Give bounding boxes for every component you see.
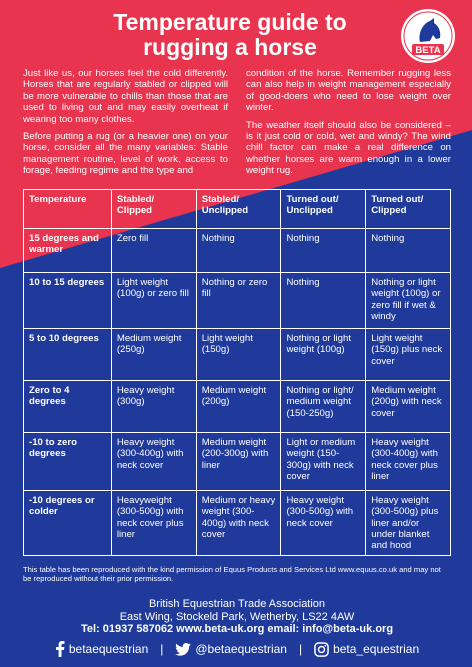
column-header: Stabled/ Clipped [110, 189, 197, 229]
temperature-cell: 5 to 10 degrees [23, 328, 112, 381]
temperature-cell: 15 degrees and warmer [23, 228, 112, 273]
rug-recommendation-cell: Nothing or light weight (100g) [280, 328, 367, 381]
column-header: Turned out/ Clipped [365, 189, 451, 229]
rug-recommendation-cell: Medium weight (200g) with neck cover [365, 380, 451, 433]
column-header: Turned out/ Unclipped [280, 189, 367, 229]
table-row: 10 to 15 degrees Light weight (100g) or z… [23, 272, 451, 329]
table-row: -10 to zero degrees Heavy weight (300-400… [23, 432, 451, 491]
rug-recommendation-cell: Medium or heavy weight (300-400g) with n… [195, 489, 282, 557]
intro-text: Just like us, our horses feel the cold d… [23, 68, 451, 183]
rug-recommendation-cell: Nothing or light weight (100g) or zero f… [365, 272, 451, 329]
intro-paragraph: Just like us, our horses feel the cold d… [23, 68, 228, 125]
temperature-cell: -10 degrees or colder [23, 489, 112, 557]
facebook-icon [55, 641, 65, 657]
intro-left-column: Just like us, our horses feel the cold d… [23, 68, 228, 183]
intro-paragraph: Before putting a rug (or a heavier one) … [23, 131, 228, 177]
street-address: East Wing, Stockeld Park, Wetherby, LS22… [119, 610, 355, 623]
column-header: Temperature [23, 189, 112, 229]
separator: | [160, 642, 164, 656]
title-line-1: Temperature guide to [113, 9, 347, 35]
rug-recommendation-cell: Light or medium weight (150-300g) with n… [280, 432, 367, 491]
rugging-guide-table: Temperature Stabled/ Clipped Stabled/ Uncl… [23, 189, 451, 557]
temperature-cell: -10 to zero degrees [23, 432, 112, 491]
rug-recommendation-cell: Heavy weight (300-400g) with neck cover … [365, 432, 451, 491]
rug-recommendation-cell: Heavy weight (300-400g) with neck cover [110, 432, 197, 491]
rug-recommendation-cell: Nothing [280, 228, 367, 273]
social-links: betaequestrian | @betaequestrian | beta_… [23, 641, 451, 657]
title-line-2: rugging a horse [143, 34, 317, 60]
intro-paragraph: The weather itself should also be consid… [246, 119, 451, 177]
separator: | [298, 642, 303, 656]
facebook-handle: betaequestrian [68, 642, 149, 656]
table-row: 5 to 10 degrees Medium weight (250g) Light… [23, 328, 451, 381]
twitter-handle: @betaequestrian [195, 642, 287, 656]
rug-recommendation-cell: Nothing or zero fill [195, 272, 282, 329]
instagram-link[interactable]: beta_equestrian [314, 641, 420, 657]
table-header-row: Temperature Stabled/ Clipped Stabled/ Uncl… [23, 189, 451, 229]
beta-logo: BETA [401, 9, 455, 63]
rug-recommendation-cell: Medium weight (200-300g) with liner [195, 432, 282, 491]
rug-recommendation-cell: Light weight (150g) plus neck cover [365, 328, 451, 381]
instagram-handle: beta_equestrian [333, 642, 420, 656]
address-block: British Equestrian Trade Association Eas… [23, 598, 451, 636]
horse-head-logo-icon [419, 18, 441, 42]
rug-recommendation-cell: Medium weight (200g) [195, 380, 282, 433]
rug-recommendation-cell: Nothing [195, 228, 282, 273]
table-row: Zero to 4 degrees Heavy weight (300g) Medi… [23, 380, 451, 433]
rug-recommendation-cell: Heavyweight (300-500g) with neck cover p… [110, 489, 197, 557]
contact-details: Tel: 01937 587062 www.beta-uk.org email:… [80, 623, 394, 636]
twitter-link[interactable]: @betaequestrian [175, 642, 287, 656]
rug-recommendation-cell: Nothing [365, 228, 451, 273]
temperature-cell: 10 to 15 degrees [23, 272, 112, 329]
rug-recommendation-cell: Heavy weight (300-500g) plus liner and/o… [365, 489, 451, 557]
intro-right-column: condition of the horse. Remember rugging… [246, 68, 451, 183]
twitter-icon [175, 642, 192, 656]
organisation-name: British Equestrian Trade Association [148, 598, 326, 610]
column-header: Stabled/ Unclipped [195, 189, 282, 229]
rug-recommendation-cell: Light weight (150g) [195, 328, 282, 381]
page-title: Temperature guide to rugging a horse [60, 10, 400, 60]
facebook-link[interactable]: betaequestrian [55, 641, 148, 657]
rug-recommendation-cell: Medium weight (250g) [110, 328, 197, 381]
table-row: 15 degrees and warmer Zero fill Nothing Not… [23, 228, 451, 273]
intro-paragraph: condition of the horse. Remember rugging… [246, 68, 451, 114]
rug-recommendation-cell: Nothing [280, 272, 367, 329]
rug-recommendation-cell: Nothing or light/ medium weight (150-250… [280, 380, 367, 433]
temperature-cell: Zero to 4 degrees [23, 380, 112, 433]
logo-text: BETA [415, 45, 440, 56]
rug-recommendation-cell: Heavy weight (300g) [110, 380, 197, 433]
table-row: -10 degrees or colder Heavyweight (300-50… [23, 489, 451, 557]
permission-notice: This table has been reproduced with the … [23, 565, 441, 583]
rug-recommendation-cell: Heavy weight (300-500g) with neck cover [280, 489, 367, 557]
rug-recommendation-cell: Light weight (100g) or zero fill [110, 272, 197, 329]
rug-recommendation-cell: Zero fill [110, 228, 197, 273]
instagram-icon [314, 641, 329, 657]
